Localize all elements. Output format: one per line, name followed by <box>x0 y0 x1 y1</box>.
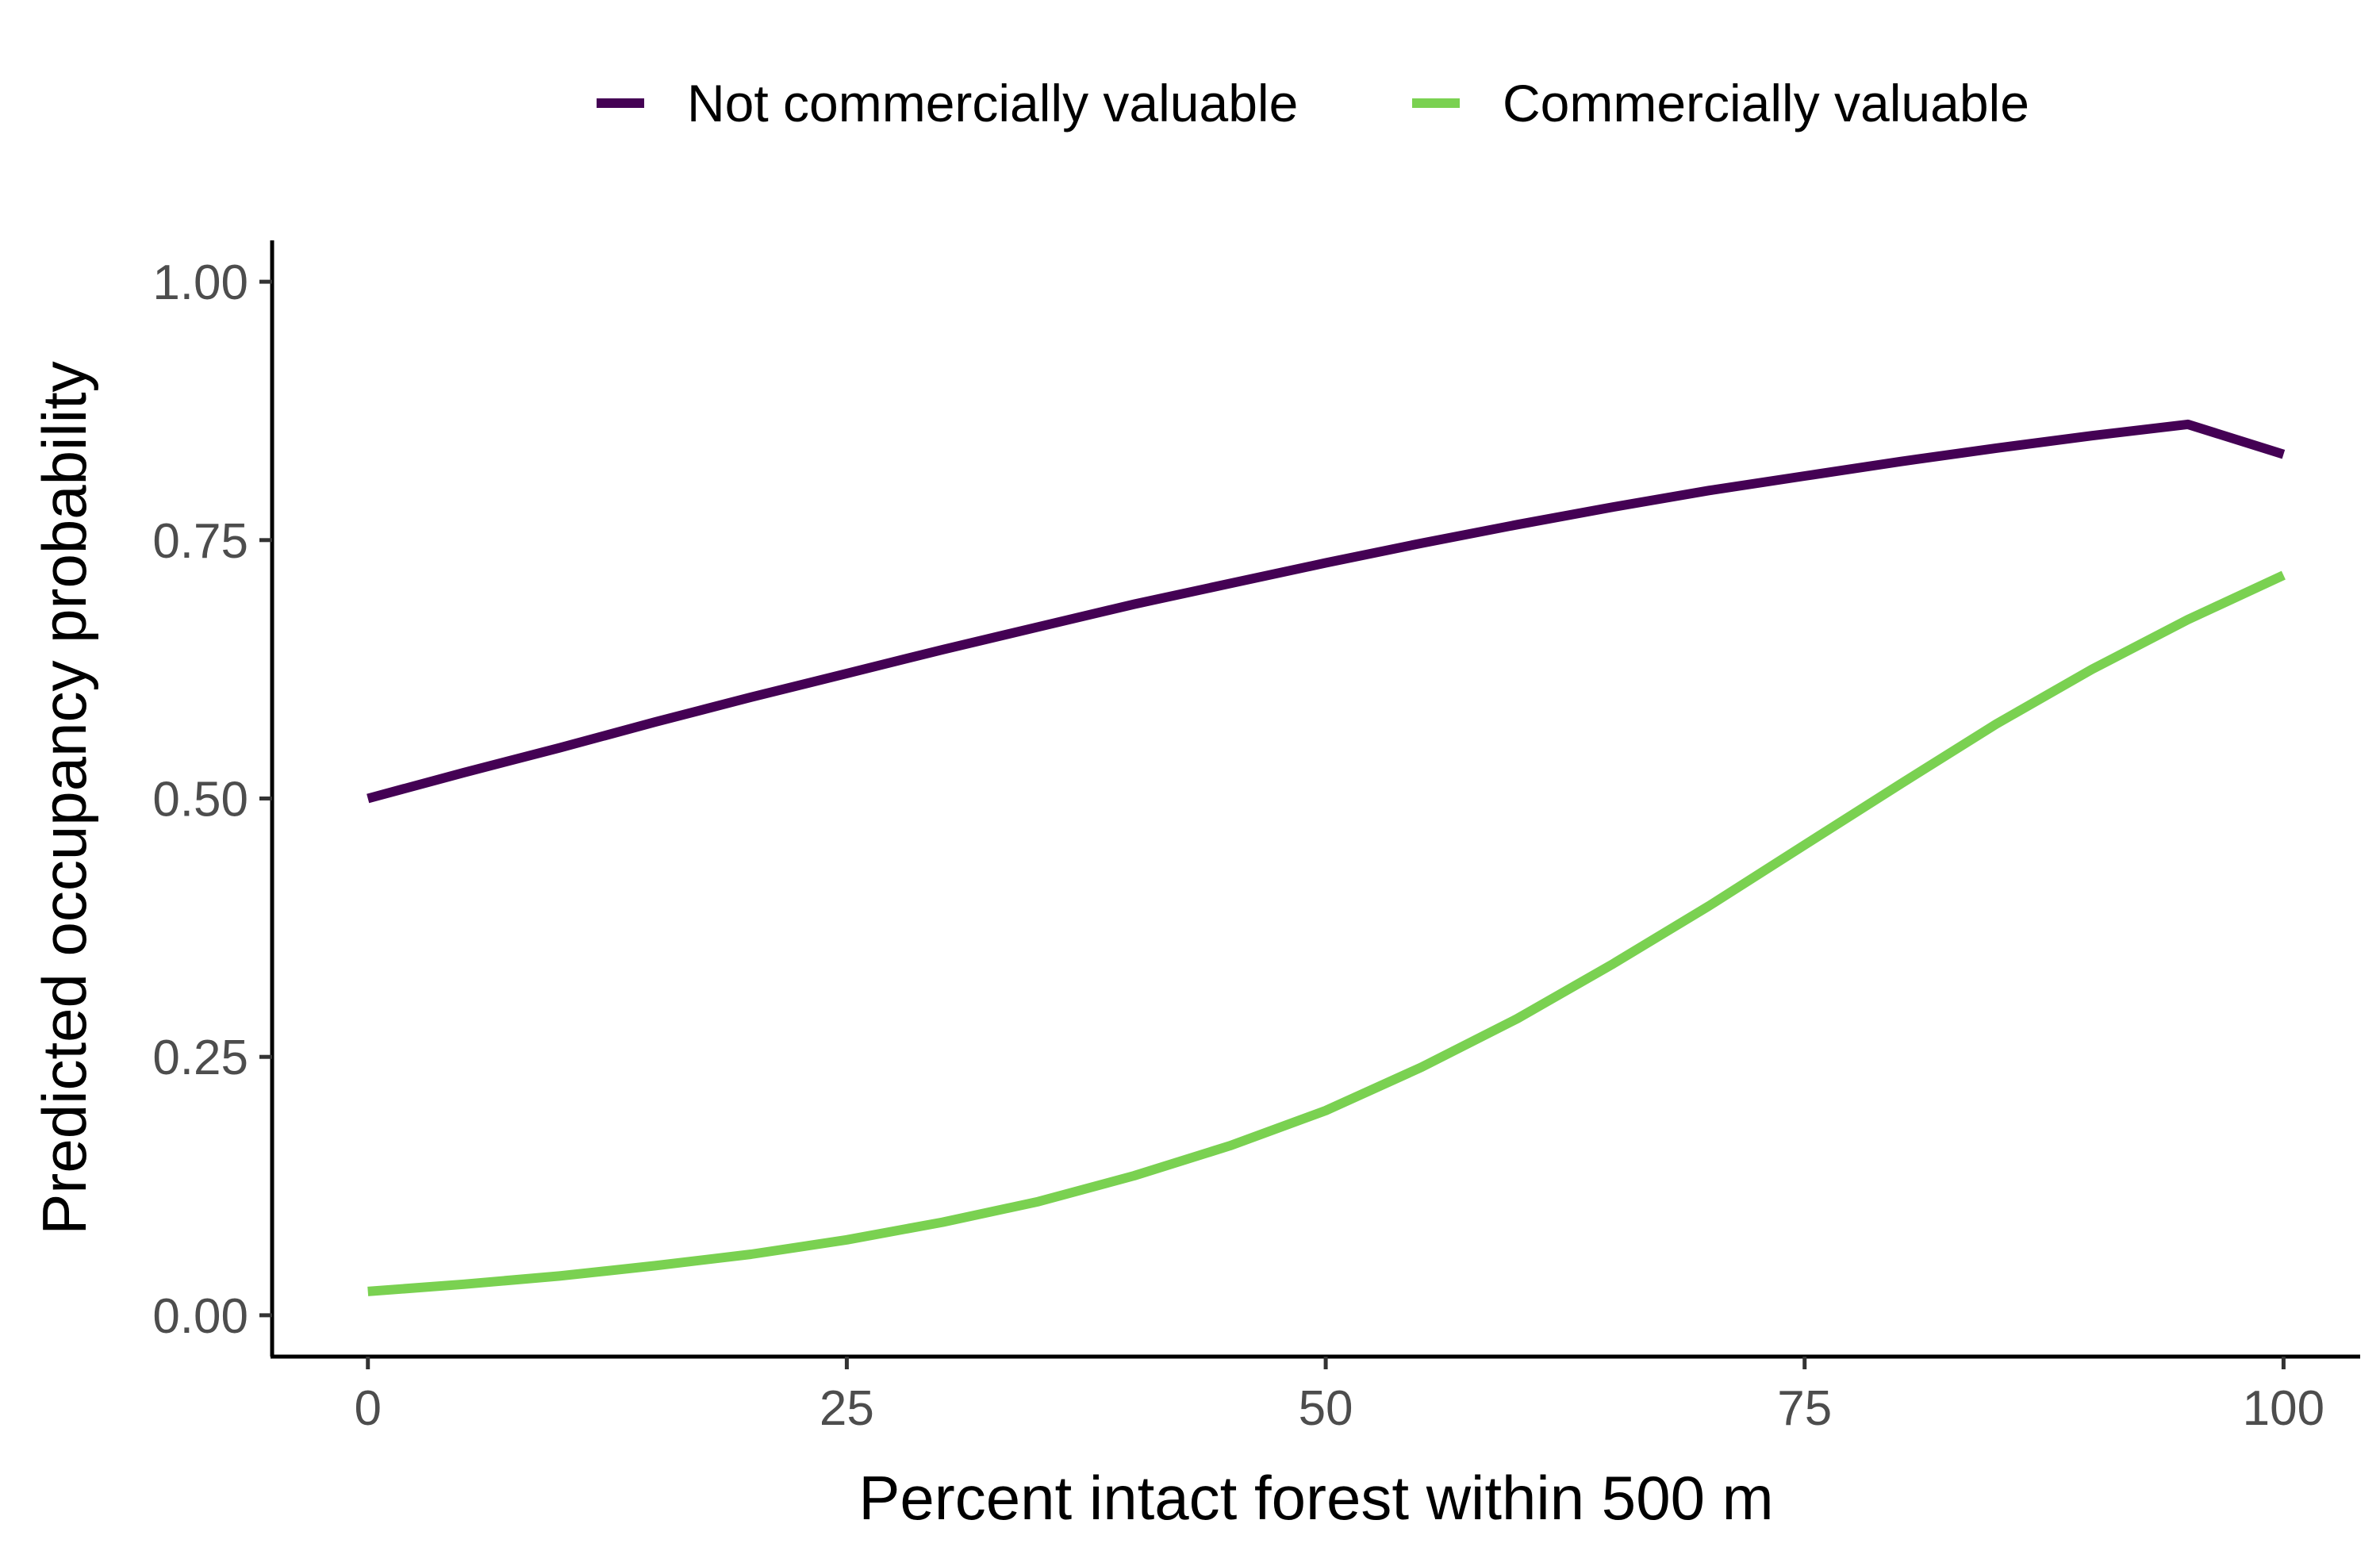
x-tick-label: 100 <box>2243 1381 2324 1436</box>
series-line-commercially-valuable <box>367 570 2286 1296</box>
y-axis-ticks: 0.00 0.25 0.50 0.75 1.00 <box>152 255 272 1344</box>
y-tick-label: 1.00 <box>152 255 248 310</box>
y-tick-label: 0.50 <box>152 773 248 827</box>
y-tick-label: 0.25 <box>152 1031 248 1085</box>
legend-label: Not commercially valuable <box>687 74 1298 132</box>
legend: Not commercially valuable Commercially va… <box>597 74 2029 132</box>
legend-label: Commercially valuable <box>1503 74 2029 132</box>
y-tick-label: 0.75 <box>152 514 248 569</box>
y-axis-title: Predicted occupancy probability <box>29 361 99 1234</box>
x-axis-ticks: 0 25 50 75 100 <box>354 1357 2324 1436</box>
y-tick-label: 0.00 <box>152 1289 248 1344</box>
x-tick-label: 25 <box>820 1381 874 1436</box>
x-tick-label: 75 <box>1777 1381 1832 1436</box>
x-tick-label: 0 <box>354 1381 381 1436</box>
x-axis-title: Percent intact forest within 500 m <box>858 1463 1773 1533</box>
series-line-not-commercially-valuable <box>367 419 2286 804</box>
plot-panel: 0 25 50 75 100 0.00 0.25 0.50 0.75 1.00 <box>152 240 2360 1436</box>
x-tick-label: 50 <box>1299 1381 1353 1436</box>
series-layer <box>367 419 2286 1296</box>
